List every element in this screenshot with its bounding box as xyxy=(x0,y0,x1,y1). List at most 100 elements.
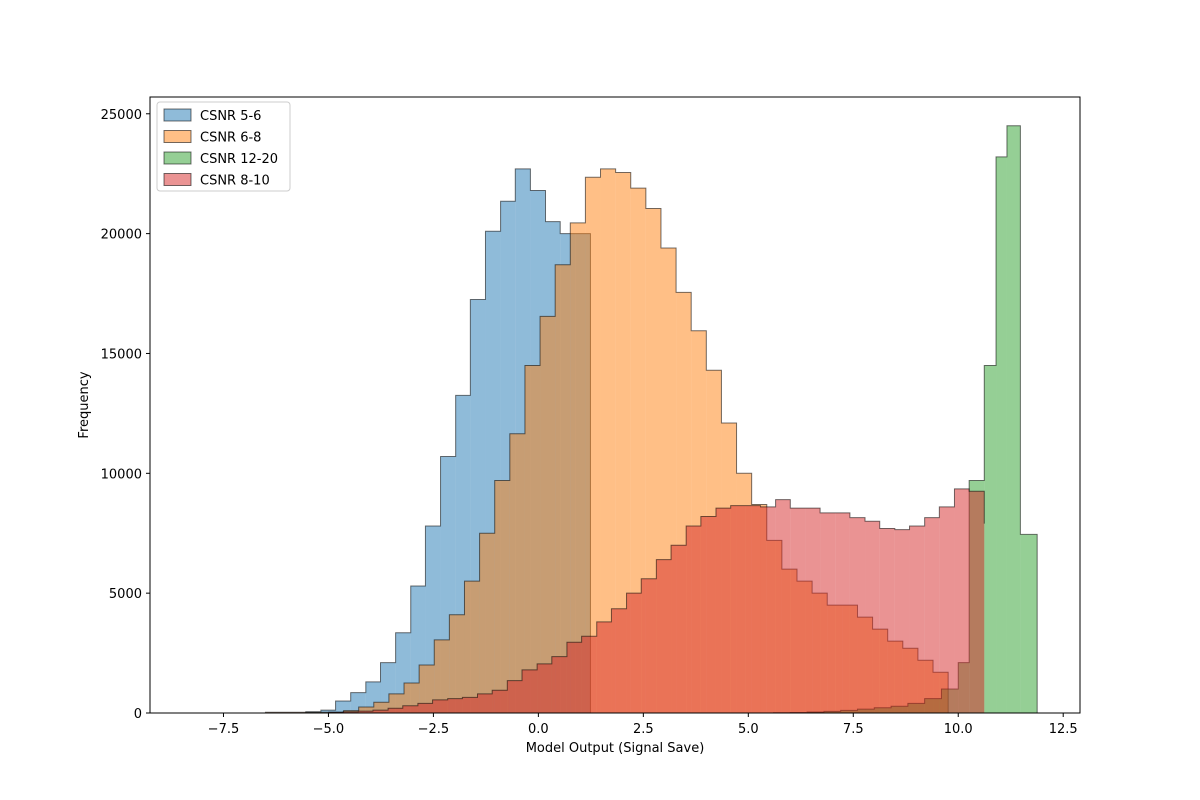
histogram-bar xyxy=(996,156,1007,713)
histogram-bar xyxy=(551,656,567,713)
histogram-bar xyxy=(745,505,761,713)
y-tick-label: 5000 xyxy=(109,587,142,602)
series-4 xyxy=(327,488,985,713)
histogram-bar xyxy=(388,708,403,713)
histogram-bar xyxy=(419,665,435,713)
histogram-bar xyxy=(611,608,627,713)
histogram-bar xyxy=(570,222,586,713)
legend-label: CSNR 6-8 xyxy=(200,131,261,146)
legend-label: CSNR 5-6 xyxy=(200,109,261,124)
histogram-bar xyxy=(835,512,850,713)
histogram-bar xyxy=(656,559,672,713)
histogram-bar xyxy=(373,702,389,713)
x-tick-label: 0.0 xyxy=(528,722,549,737)
histogram-bar xyxy=(585,177,601,713)
histogram-bar xyxy=(434,639,450,713)
histogram-outline xyxy=(181,168,591,714)
histogram-bar xyxy=(805,508,821,713)
histogram-bar xyxy=(507,680,522,713)
histogram-bar xyxy=(402,705,418,713)
histogram-bar xyxy=(358,711,373,713)
x-tick-label: 2.5 xyxy=(633,722,654,737)
legend-swatch xyxy=(163,173,192,186)
histogram-bar xyxy=(849,517,866,713)
histogram-bar xyxy=(790,508,806,713)
legend-swatch xyxy=(163,130,192,143)
histogram-bar xyxy=(924,517,940,713)
histogram-bar xyxy=(1006,125,1021,714)
y-tick-label: 0 xyxy=(134,707,142,722)
x-axis: −7.5 −5.0 −2.5 0.0 2.5 5.0 7.5 10.0 12.5 xyxy=(208,713,1078,737)
y-tick-label: 20000 xyxy=(101,228,142,243)
histogram-bar xyxy=(894,529,910,713)
histogram-bar xyxy=(626,593,642,713)
histogram-bar xyxy=(417,703,433,713)
histogram-bar xyxy=(615,172,631,713)
histogram-bar xyxy=(1020,534,1038,713)
legend-swatch xyxy=(163,108,192,122)
histogram-bar xyxy=(939,506,955,713)
y-axis: 0 5000 10000 15000 20000 25000 xyxy=(101,108,150,722)
histogram-bar xyxy=(954,488,970,713)
histogram-bar xyxy=(477,693,493,713)
histogram-bar xyxy=(686,526,701,713)
histogram-bar xyxy=(522,669,538,713)
histogram-bar xyxy=(600,168,616,713)
y-axis-title: Frequency xyxy=(77,371,92,438)
legend-label: CSNR 8-10 xyxy=(200,174,270,189)
bars-layer xyxy=(181,125,1038,714)
histogram-bar xyxy=(700,516,716,713)
histogram-bar xyxy=(343,711,359,713)
histogram-bar xyxy=(879,528,895,713)
histogram-bar xyxy=(671,545,687,713)
histogram-bar xyxy=(462,697,478,713)
histogram-bar xyxy=(969,491,985,713)
legend-box xyxy=(156,101,291,192)
histogram-bar xyxy=(566,642,582,713)
histogram-bar xyxy=(820,512,836,713)
histogram-bar xyxy=(555,264,571,713)
histogram-bar xyxy=(760,506,776,713)
legend-label: CSNR 12-20 xyxy=(200,152,278,167)
x-axis-title: Model Output (Signal Save) xyxy=(526,741,705,756)
x-tick-label: 12.5 xyxy=(1049,722,1078,737)
histogram-bar xyxy=(984,365,997,713)
histogram-bar xyxy=(540,316,556,713)
x-tick-label: −2.5 xyxy=(418,722,450,737)
histogram-bar xyxy=(581,636,597,713)
histogram-bar xyxy=(715,508,731,713)
histogram-bar xyxy=(494,480,510,713)
histogram-bar xyxy=(447,698,463,713)
x-tick-label: 5.0 xyxy=(738,722,759,737)
histogram-bar xyxy=(509,433,525,713)
histogram-bar xyxy=(479,533,495,713)
y-tick-label: 10000 xyxy=(101,467,142,482)
histogram-bar xyxy=(537,663,552,713)
histogram-bar xyxy=(524,365,541,713)
histogram-bar xyxy=(358,707,374,713)
y-tick-label: 25000 xyxy=(101,108,142,123)
histogram-bar xyxy=(335,701,351,713)
y-tick-label: 15000 xyxy=(101,347,142,362)
histogram-bar xyxy=(641,578,657,713)
x-tick-label: −7.5 xyxy=(208,722,240,737)
histogram-bar xyxy=(492,690,508,713)
histogram-bar xyxy=(775,499,791,713)
x-tick-label: 7.5 xyxy=(843,722,864,737)
histogram-bar xyxy=(865,521,880,713)
histogram-bar xyxy=(320,710,336,713)
legend: CSNR 5-6 CSNR 6-8 CSNR 12-20 CSNR 8-10 xyxy=(156,101,291,192)
histogram-bar xyxy=(464,581,480,713)
legend-swatch xyxy=(163,151,192,165)
x-tick-label: −5.0 xyxy=(313,722,345,737)
histogram-outline xyxy=(327,488,985,713)
histogram-bar xyxy=(449,614,465,713)
histogram-bar xyxy=(909,526,925,713)
plot-frame xyxy=(149,96,1081,714)
histogram-bar xyxy=(372,710,389,713)
histogram-bar xyxy=(596,621,612,713)
histogram-bar xyxy=(730,505,746,713)
x-tick-label: 10.0 xyxy=(944,722,973,737)
histogram-bar xyxy=(432,699,448,713)
